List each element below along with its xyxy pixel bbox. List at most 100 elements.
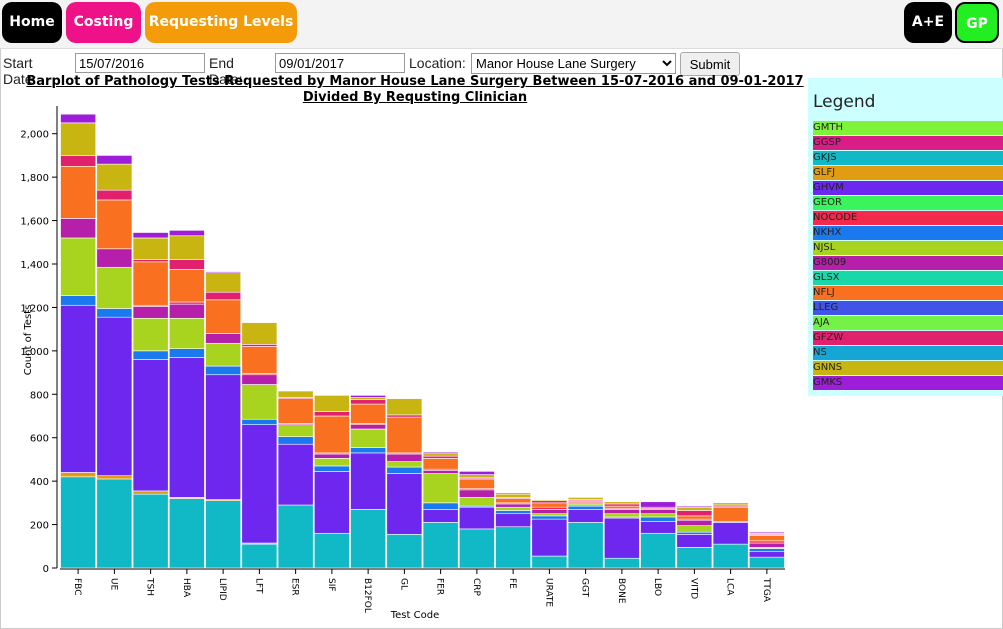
bar-segment-urate-gfzw bbox=[531, 500, 568, 504]
bar-segment-ue-ghvm bbox=[96, 316, 133, 477]
bar-segment-fbc-g8009 bbox=[60, 218, 97, 239]
bar-segment-tsh-gnns bbox=[132, 237, 169, 260]
bar-segment-ue-gfzw bbox=[96, 189, 133, 201]
bar-segment-esr-njsl bbox=[277, 424, 314, 437]
x-tick-label-lipid: LIPID bbox=[217, 578, 227, 601]
bar-segment-gl-g8009 bbox=[386, 453, 423, 462]
bar-segment-urate-gnns bbox=[531, 499, 568, 501]
bar-segment-fbc-gmks bbox=[60, 113, 97, 124]
bar-segment-hba-ghvm bbox=[168, 357, 205, 498]
x-tick-label-lca: LCA bbox=[725, 578, 735, 596]
end-date-input[interactable] bbox=[275, 53, 405, 73]
bar-segment-crp-ghvm bbox=[458, 506, 495, 530]
bar-segment-crp-nflj bbox=[458, 478, 495, 490]
bar-segment-lipid-njsl bbox=[205, 342, 242, 367]
bar-segment-lca-gmks bbox=[712, 502, 749, 505]
bar-segment-hba-nocode bbox=[168, 301, 205, 305]
bar-segment-b12fol-njsl bbox=[350, 428, 387, 448]
bar-segment-hba-gkjs bbox=[168, 498, 205, 569]
bar-segment-fe-nflj bbox=[495, 498, 532, 504]
bar-segment-fbc-gnns bbox=[60, 122, 97, 156]
bar-segment-ue-gnns bbox=[96, 163, 133, 191]
bar-segment-ttga-gmks bbox=[748, 531, 785, 534]
x-tick-label-bone: BONE bbox=[616, 578, 626, 604]
bar-segment-vitd-g8009 bbox=[676, 519, 713, 526]
bar-segment-fer-njsl bbox=[422, 473, 459, 504]
bar-segment-gl-njsl bbox=[386, 461, 423, 468]
bar-segment-hba-gnns bbox=[168, 235, 205, 260]
x-tick-label-ue: UE bbox=[108, 578, 118, 591]
bar-segment-vitd-nflj bbox=[676, 515, 713, 520]
location-select[interactable]: Manor House Lane Surgery bbox=[471, 53, 676, 74]
bar-segment-esr-gnns bbox=[277, 390, 314, 398]
bar-segment-lca-ghvm bbox=[712, 522, 749, 545]
bar-segment-sif-gkjs bbox=[313, 532, 350, 569]
bar-segment-bone-gkjs bbox=[603, 557, 640, 569]
bar-segment-vitd-gmks bbox=[676, 505, 713, 508]
bar-segment-ue-gmks bbox=[96, 155, 133, 165]
home-button[interactable]: Home bbox=[2, 2, 62, 43]
legend-item-gkjs: GKJS bbox=[813, 151, 1003, 165]
submit-button[interactable]: Submit bbox=[680, 52, 740, 76]
y-axis-label: Count of Tests bbox=[23, 305, 34, 376]
legend-item-gnns: GNNS bbox=[813, 361, 1003, 375]
bar-segment-fe-g8009 bbox=[495, 503, 532, 508]
x-axis-label: Test Code bbox=[390, 610, 439, 621]
bar-segment-ue-gkjs bbox=[96, 478, 133, 569]
bar-segment-sif-gfzw bbox=[313, 411, 350, 417]
bar-segment-fe-gmks bbox=[495, 492, 532, 495]
bar-segment-fbc-glfj bbox=[60, 472, 97, 478]
bar-segment-lft-gkjs bbox=[241, 543, 278, 569]
x-tick-label-ttga: TTGA bbox=[761, 577, 771, 603]
bar-segment-b12fol-gmks bbox=[350, 395, 387, 398]
bar-segment-fer-g8009 bbox=[422, 469, 459, 474]
bar-segment-esr-nflj bbox=[277, 398, 314, 424]
bar-segment-fbc-nkhx bbox=[60, 295, 97, 306]
y-tick-label: 2,000 bbox=[20, 130, 49, 141]
x-tick-label-ggt: GGT bbox=[580, 578, 590, 598]
bar-segment-b12fol-nflj bbox=[350, 403, 387, 424]
costing-button[interactable]: Costing bbox=[66, 2, 141, 43]
legend-title: Legend bbox=[813, 92, 876, 112]
bar-segment-tsh-nkhx bbox=[132, 350, 169, 360]
bar-segment-ue-njsl bbox=[96, 266, 133, 309]
bar-segment-tsh-gkjs bbox=[132, 493, 169, 569]
legend-item-glfj: GLFJ bbox=[813, 166, 1003, 180]
bar-segment-fbc-ghvm bbox=[60, 304, 97, 473]
bar-segment-hba-njsl bbox=[168, 317, 205, 349]
ae-button[interactable]: A+E bbox=[904, 2, 952, 43]
bar-segment-lft-g8009 bbox=[241, 374, 278, 385]
bar-segment-gl-gkjs bbox=[386, 534, 423, 569]
bar-segment-urate-ghvm bbox=[531, 518, 568, 557]
bar-segment-tsh-nflj bbox=[132, 261, 169, 306]
start-date-input[interactable] bbox=[75, 53, 205, 73]
bar-segment-ue-nflj bbox=[96, 199, 133, 250]
gp-button[interactable]: GP bbox=[955, 2, 999, 43]
y-tick-label: 0 bbox=[43, 564, 49, 575]
bar-segment-lipid-gmks bbox=[205, 271, 242, 273]
legend-item-glsx: GLSX bbox=[813, 271, 1003, 285]
x-tick-label-fbc: FBC bbox=[72, 578, 82, 595]
bar-segment-lft-gfzw bbox=[241, 344, 278, 347]
bar-segment-fer-gmks bbox=[422, 451, 459, 454]
chart-title-line2: Divided By Requsting Clinician bbox=[302, 90, 528, 105]
bar-segment-sif-g8009 bbox=[313, 453, 350, 459]
bar-segment-ue-g8009 bbox=[96, 248, 133, 268]
bar-segment-tsh-ghvm bbox=[132, 359, 169, 492]
legend-item-nkhx: NKHX bbox=[813, 226, 1003, 240]
bar-segment-ttga-ghvm bbox=[748, 551, 785, 558]
requesting-levels-button[interactable]: Requesting Levels bbox=[145, 2, 297, 43]
bar-segment-ggt-gnns bbox=[567, 497, 604, 500]
bar-segment-ue-nkhx bbox=[96, 308, 133, 318]
bar-segment-lft-nflj bbox=[241, 346, 278, 374]
y-tick-label: 1,800 bbox=[20, 173, 49, 184]
bar-segment-tsh-njsl bbox=[132, 317, 169, 352]
stacked-bar-chart: 0 200 400 600 800 1,000 1,200 1,400 1,600 1,800 2,… bbox=[20, 106, 785, 621]
bar-segment-b12fol-ghvm bbox=[350, 452, 387, 510]
legend-item-gfzw: GFZW bbox=[813, 331, 1003, 345]
top-navbar: Home Costing Requesting Levels A+E GP bbox=[0, 0, 1003, 49]
legend-item-ghvm: GHVM bbox=[813, 181, 1003, 195]
y-tick-label: 1,000 bbox=[20, 347, 49, 358]
bar-segment-crp-njsl bbox=[458, 497, 495, 507]
bar-segment-bone-g8009 bbox=[603, 509, 640, 515]
